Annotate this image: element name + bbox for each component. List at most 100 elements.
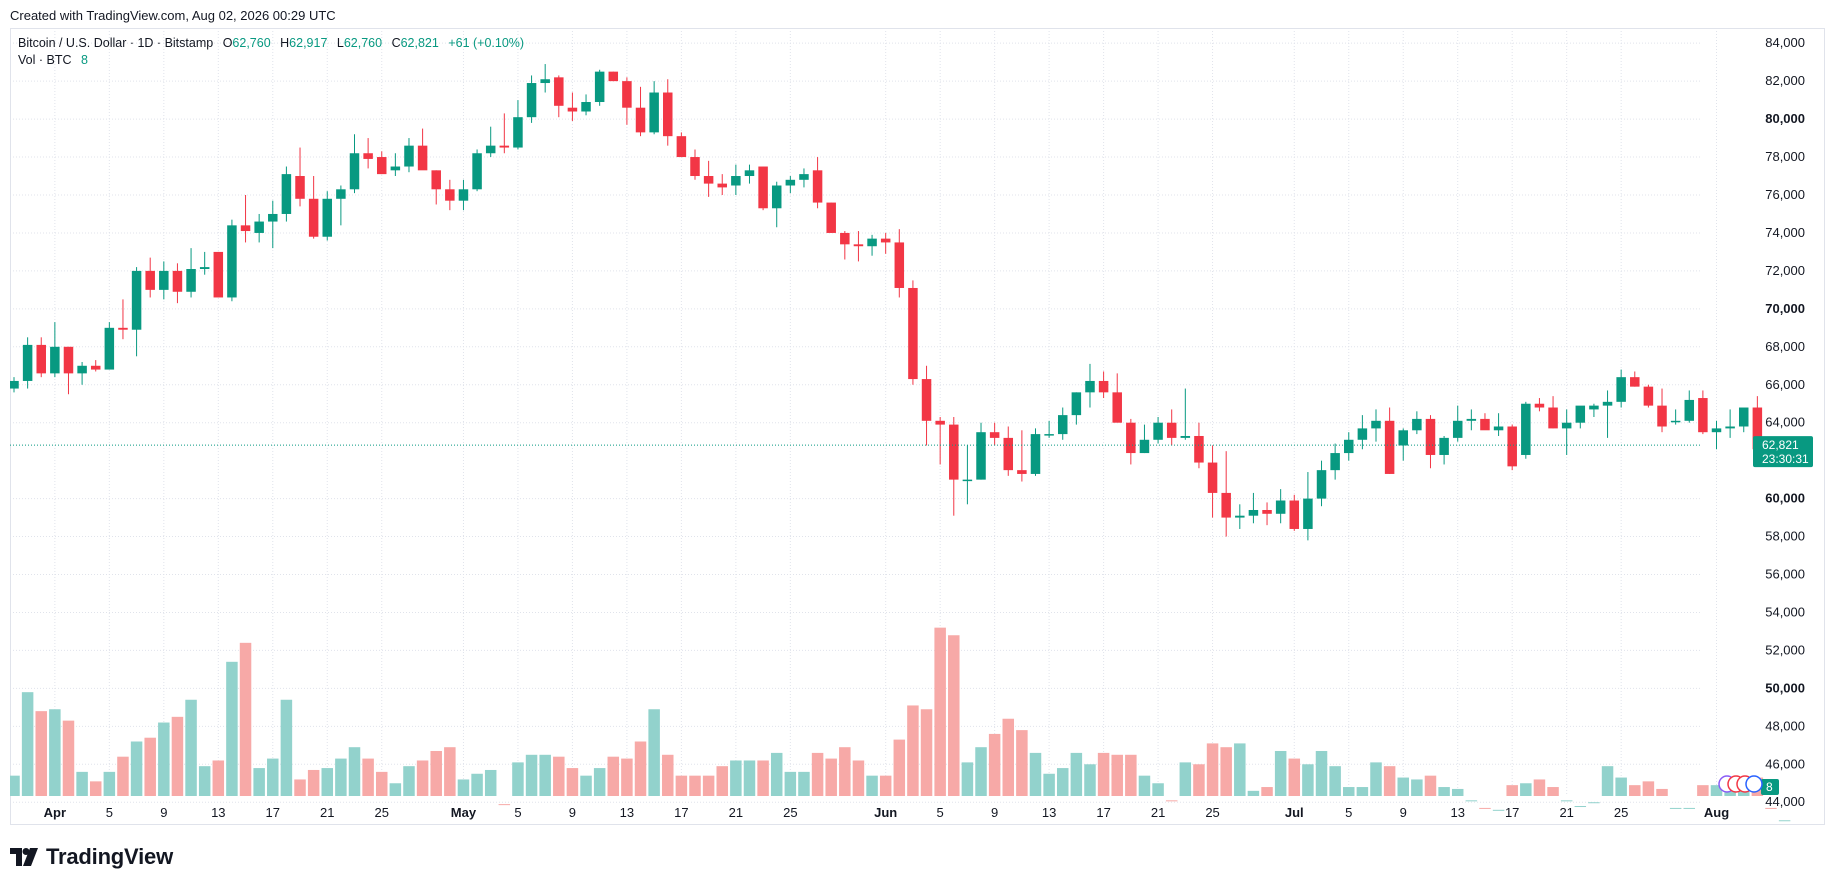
- price-axis-label: 82,000: [1765, 73, 1805, 88]
- candle: [1507, 424, 1517, 471]
- candle: [458, 179, 469, 211]
- candle: [172, 263, 183, 304]
- candle: [1589, 403, 1599, 418]
- volume-bar: [1356, 787, 1369, 796]
- candle: [1030, 428, 1041, 476]
- volume-bar: [1043, 773, 1055, 796]
- candle: [104, 322, 115, 370]
- candle: [526, 75, 537, 123]
- candle-body: [308, 198, 319, 237]
- volume-bar: [1492, 809, 1505, 811]
- candle-body: [622, 81, 632, 108]
- candle-body: [649, 92, 659, 133]
- volume-bar: [498, 804, 511, 806]
- candle-body: [1303, 498, 1313, 529]
- candle-body: [703, 176, 714, 184]
- volume-bar: [662, 754, 674, 796]
- candle: [1180, 388, 1191, 440]
- candle: [131, 267, 142, 357]
- candle: [186, 248, 196, 298]
- price-axis[interactable]: 84,000 82,000 80,000 78,000 76,000 74,000 72,0…: [1765, 35, 1805, 809]
- candle-body: [1711, 428, 1722, 433]
- candle: [445, 179, 455, 211]
- candlestick-chart[interactable]: 84,000 82,000 80,000 78,000 76,000 74,000 72,0…: [10, 28, 1825, 825]
- candle: [758, 166, 768, 211]
- volume-bar: [1574, 806, 1587, 808]
- candle: [1112, 373, 1122, 423]
- candle-body: [417, 145, 428, 171]
- volume-bar: [539, 754, 551, 796]
- candle: [1139, 424, 1150, 454]
- volume-bar: [294, 779, 306, 796]
- volume-label[interactable]: Vol · BTC: [18, 53, 72, 67]
- candle-body: [1017, 470, 1027, 474]
- volume-bar: [389, 783, 402, 796]
- volume-bar: [1329, 766, 1341, 796]
- candle-body: [36, 344, 46, 374]
- candle-body: [1207, 462, 1218, 493]
- candle: [499, 113, 510, 154]
- volume-bar: [1234, 743, 1246, 796]
- candle: [1235, 504, 1245, 529]
- candle-body: [540, 79, 550, 84]
- candle-body: [131, 270, 142, 330]
- candle: [1126, 418, 1136, 465]
- candle-body: [1412, 418, 1422, 431]
- candle-body: [1698, 398, 1708, 433]
- volume-bar: [226, 661, 238, 796]
- candle-body: [1330, 453, 1340, 471]
- volume-bar: [21, 692, 34, 796]
- candle-body: [1589, 405, 1599, 410]
- candle-body: [336, 189, 346, 199]
- event-icon-4[interactable]: [1745, 775, 1763, 793]
- volume-bar: [362, 758, 374, 796]
- price-axis-label: 44,000: [1765, 794, 1805, 809]
- volume-bar: [212, 760, 225, 796]
- candle-body: [894, 242, 905, 288]
- time-axis-label: 21: [1151, 805, 1165, 820]
- volume-bar: [35, 711, 47, 796]
- tradingview-logo[interactable]: TradingView: [10, 844, 173, 870]
- candle-body: [1357, 428, 1368, 440]
- candle: [1684, 390, 1695, 423]
- candle: [1657, 388, 1667, 433]
- volume-bar: [1438, 787, 1450, 796]
- candle-body: [1071, 392, 1082, 416]
- candle-body: [853, 244, 864, 247]
- volume-bar: [416, 760, 429, 796]
- volume-bar: [1424, 775, 1437, 796]
- economic-events-icons[interactable]: [1718, 775, 1763, 793]
- volume-bar: [1465, 800, 1478, 802]
- candle: [608, 71, 619, 82]
- price-axis-label: 48,000: [1765, 718, 1805, 733]
- candle: [540, 64, 550, 93]
- candle: [1425, 415, 1436, 469]
- candle-body: [1275, 500, 1286, 514]
- candle: [635, 86, 646, 137]
- volume-bar: [907, 705, 919, 796]
- candle-body: [1575, 405, 1586, 423]
- candle-body: [949, 424, 959, 480]
- time-axis[interactable]: Apr 5 9 13 17 21 25 May 5 9 13 17 21 25 Jun 5 9 13 17 21 25 J…: [44, 805, 1730, 820]
- volume-bar: [1016, 730, 1028, 796]
- candle: [853, 231, 864, 262]
- candle-body: [1057, 415, 1068, 435]
- candle-body: [145, 270, 155, 290]
- volume-bar: [512, 762, 524, 796]
- candle-body: [1098, 380, 1109, 393]
- chart-legend: Bitcoin / U.S. Dollar · 1D · Bitstamp O6…: [18, 35, 524, 69]
- volume-bar: [743, 760, 756, 796]
- candle: [1262, 502, 1272, 526]
- volume-bar: [280, 699, 293, 796]
- candle: [322, 191, 333, 241]
- candle-body: [1670, 420, 1681, 423]
- candle: [63, 346, 74, 395]
- volume-bar: [961, 762, 974, 796]
- symbol-title[interactable]: Bitcoin / U.S. Dollar · 1D · Bitstamp: [18, 36, 214, 50]
- candle: [717, 174, 727, 195]
- candle: [785, 176, 796, 194]
- volume-bar: [1315, 750, 1328, 796]
- candle-body: [1561, 422, 1572, 429]
- candle-body: [22, 344, 33, 381]
- volume-bar: [811, 752, 824, 796]
